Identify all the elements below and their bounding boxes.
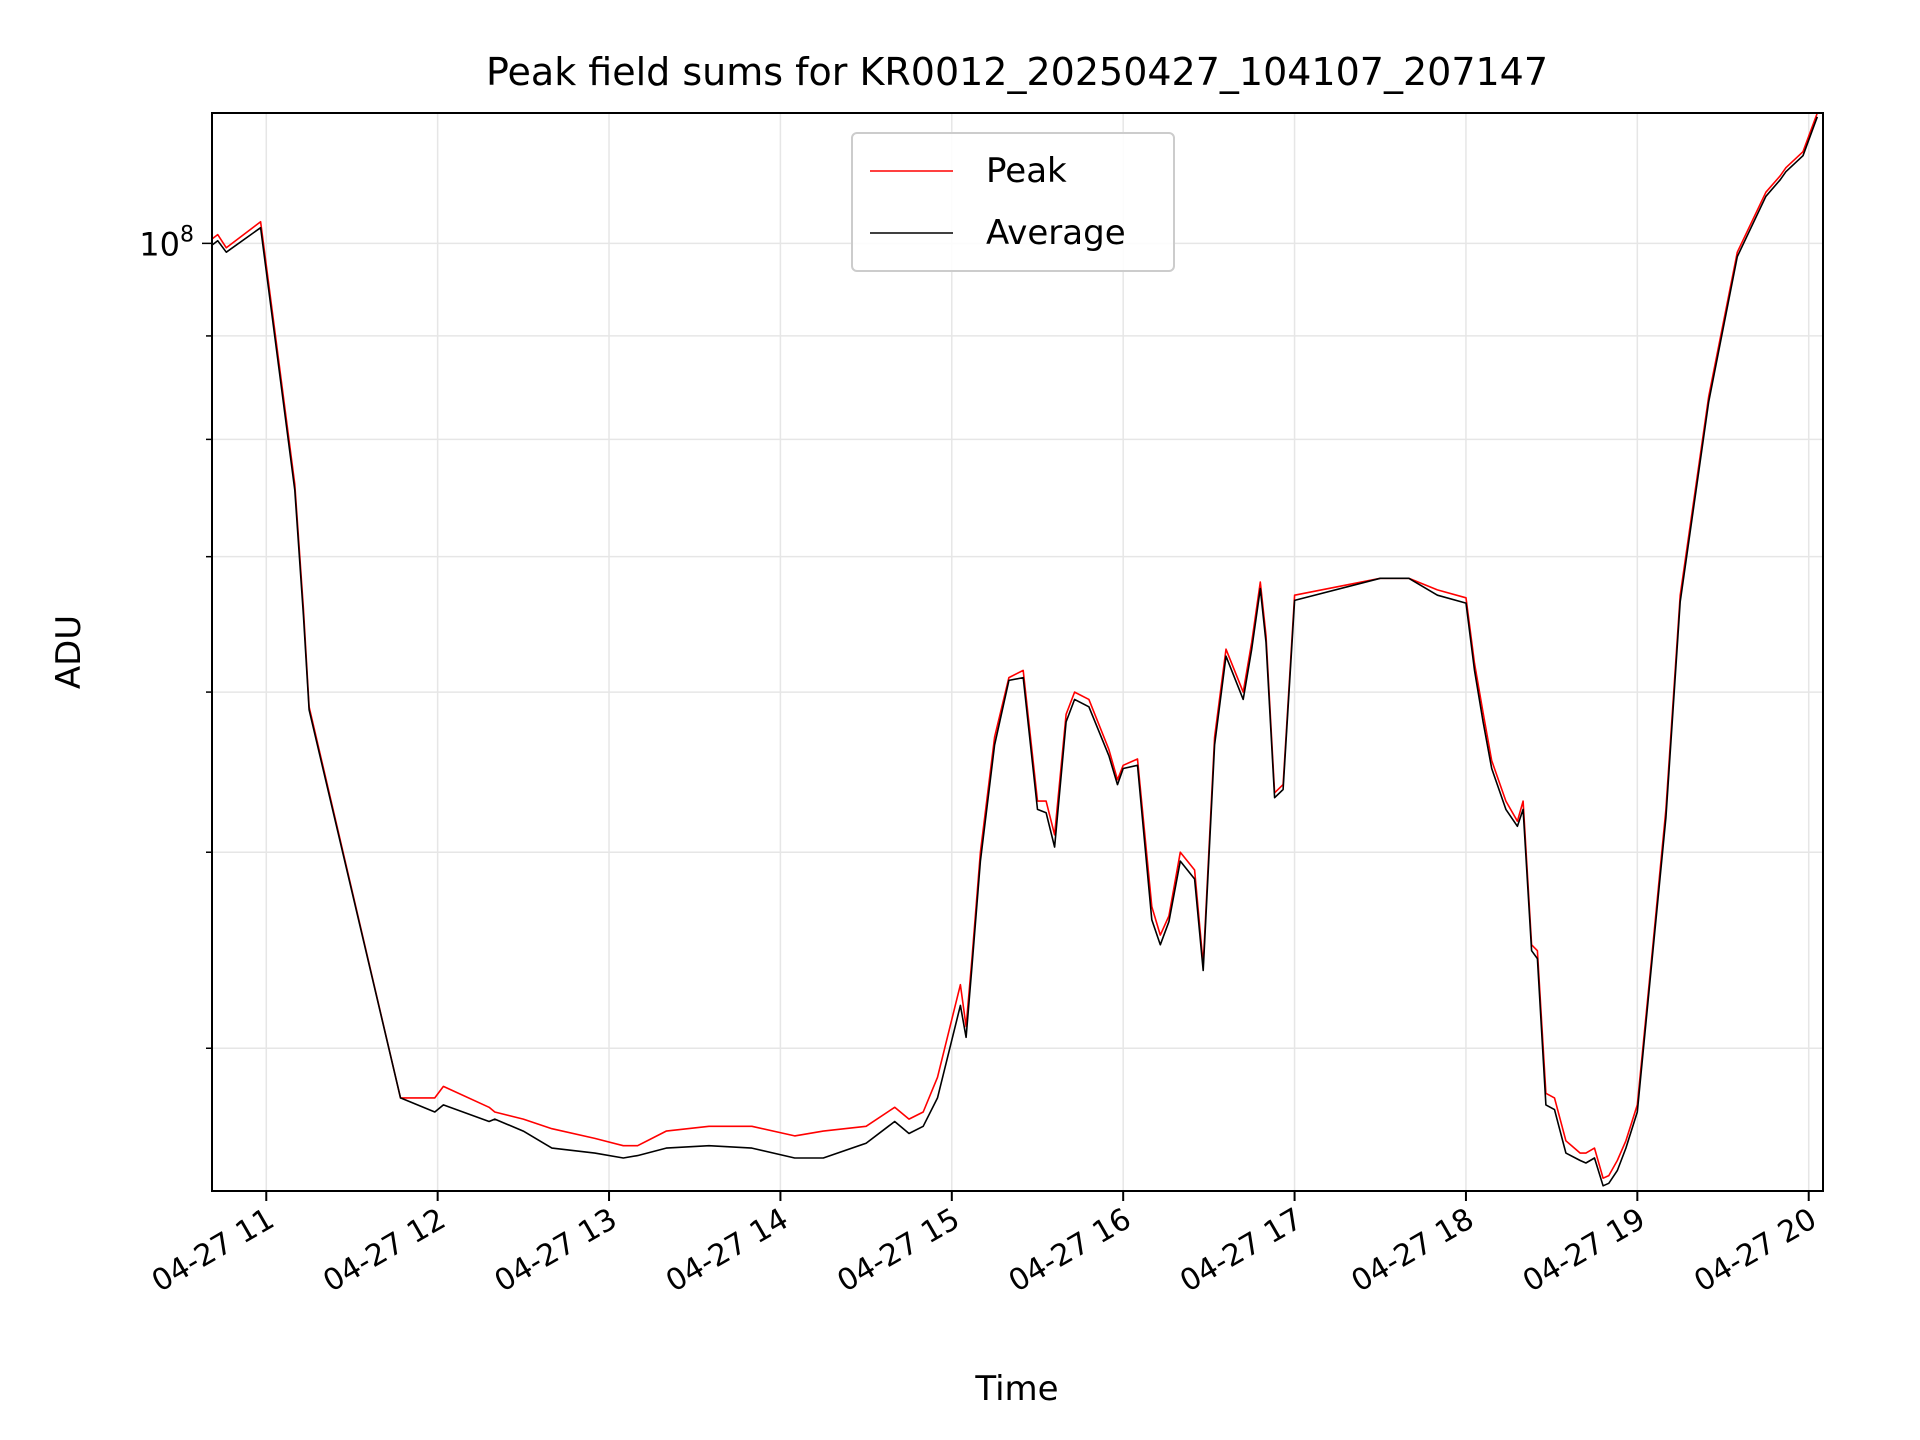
chart-title: Peak field sums for KR0012_20250427_1041… xyxy=(486,50,1548,94)
series-line-average xyxy=(211,116,1819,1187)
legend-box xyxy=(851,132,1175,272)
y-tick-label: 108 xyxy=(139,222,194,263)
grid xyxy=(212,113,1823,1191)
plot-frame xyxy=(211,112,1824,1192)
series-layer xyxy=(211,112,1819,1187)
legend: Peak Average xyxy=(851,132,1175,272)
series-line-peak xyxy=(211,112,1819,1179)
legend-label-average: Average xyxy=(986,213,1126,253)
y-axis: 108 xyxy=(139,222,212,1049)
x-axis-label: Time xyxy=(974,1369,1058,1409)
y-axis-label: ADU xyxy=(49,615,89,689)
legend-label-peak: Peak xyxy=(986,151,1067,191)
